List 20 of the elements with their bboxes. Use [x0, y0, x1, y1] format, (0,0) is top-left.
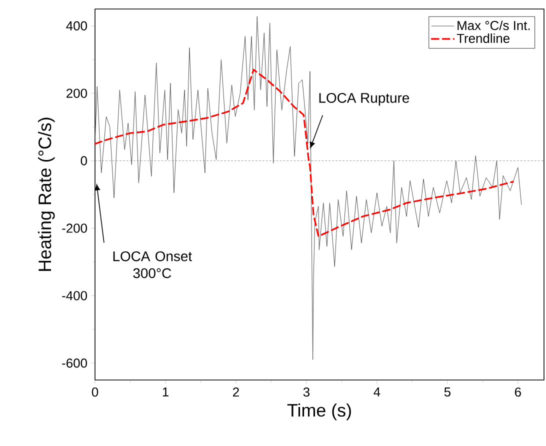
annotation: LOCA Onset 300°C: [113, 251, 192, 278]
y-tick-label: 0: [80, 156, 87, 166]
x-tick-label: 5: [444, 387, 450, 397]
annotation: LOCA Rupture: [319, 92, 410, 106]
x-tick-label: 6: [514, 387, 521, 397]
x-tick-label: 4: [374, 387, 380, 396]
y-tick-label: 400: [66, 21, 87, 30]
legend-label: Max °C/s Int.: [458, 20, 530, 30]
y-axis-title: Heating Rate (°C/s): [38, 118, 55, 271]
y-tick-label: -200: [62, 224, 87, 233]
y-tick-label: 200: [66, 88, 87, 98]
legend-label: Trendline: [456, 33, 510, 43]
x-tick-label: 1: [162, 387, 168, 396]
x-tick-label: 3: [303, 387, 310, 397]
y-tick-label: -600: [62, 358, 87, 368]
x-tick-label: 2: [233, 387, 239, 397]
x-tick-label: 0: [92, 387, 98, 397]
x-axis-title: Time (s): [287, 403, 351, 420]
line-series: [95, 68, 514, 238]
y-tick-label: -400: [62, 291, 87, 300]
